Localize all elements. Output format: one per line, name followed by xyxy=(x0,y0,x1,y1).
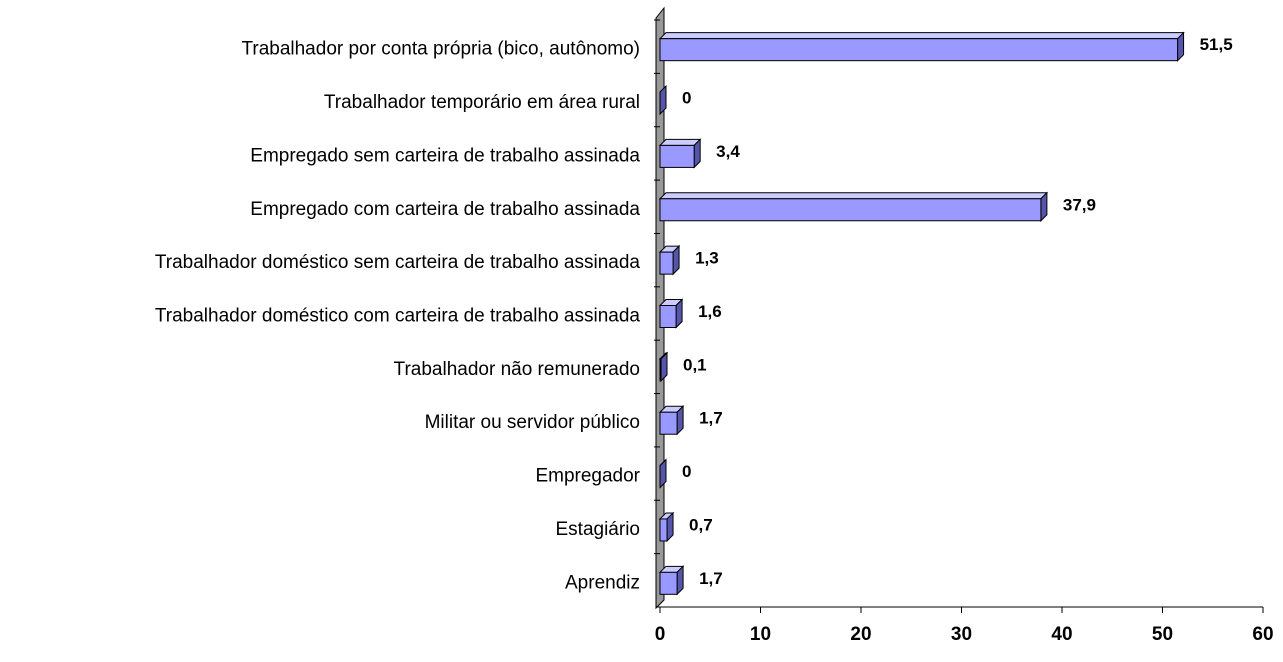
y-tick-label: Aprendiz xyxy=(565,572,640,593)
bar xyxy=(659,198,1042,222)
bar xyxy=(659,411,678,435)
value-label: 3,4 xyxy=(716,142,740,161)
value-label: 1,6 xyxy=(698,302,722,321)
bar-top xyxy=(658,192,1049,200)
x-tick-label: 60 xyxy=(1252,624,1273,645)
x-tick-label: 30 xyxy=(951,624,972,645)
bar xyxy=(659,38,1179,62)
value-label: 37,9 xyxy=(1063,195,1096,214)
bar xyxy=(659,518,668,542)
bar-side xyxy=(659,458,667,489)
x-tick-label: 0 xyxy=(655,624,666,645)
y-tick-label: Trabalhador doméstico com carteira de tr… xyxy=(155,306,641,327)
y-tick-label: Empregado com carteira de trabalho assin… xyxy=(250,199,640,220)
y-tick-label: Estagiário xyxy=(556,519,641,540)
x-tick-label: 10 xyxy=(750,624,771,645)
y-tick-label: Empregador xyxy=(535,466,640,487)
value-label: 1,3 xyxy=(695,249,719,268)
x-tick-label: 40 xyxy=(1051,624,1072,645)
value-label: 1,7 xyxy=(699,569,723,588)
y-tick-label: Trabalhador não remunerado xyxy=(394,359,640,380)
bar-top xyxy=(658,32,1185,40)
x-tick-label: 50 xyxy=(1152,624,1173,645)
bar-top xyxy=(658,138,702,146)
value-label: 51,5 xyxy=(1200,35,1233,54)
x-tick-label: 20 xyxy=(850,624,871,645)
y-tick-label: Empregado sem carteira de trabalho assin… xyxy=(250,145,640,166)
value-label: 1,7 xyxy=(699,409,723,428)
bar xyxy=(659,571,678,595)
value-label: 0,1 xyxy=(683,355,707,374)
value-label: 0 xyxy=(682,462,691,481)
y-tick-label: Trabalhador por conta própria (bico, aut… xyxy=(241,39,640,60)
bar xyxy=(659,358,662,382)
bar-side xyxy=(659,84,667,116)
value-label: 0,7 xyxy=(689,515,713,534)
value-label: 0 xyxy=(682,89,691,108)
y-tick-label: Trabalhador temporário em área rural xyxy=(324,92,640,113)
y-tick-label: Militar ou servidor público xyxy=(425,412,640,433)
bar xyxy=(659,144,695,168)
bar xyxy=(659,305,677,328)
bar xyxy=(659,251,674,275)
y-tick-label: Trabalhador doméstico sem carteira de tr… xyxy=(155,252,641,273)
